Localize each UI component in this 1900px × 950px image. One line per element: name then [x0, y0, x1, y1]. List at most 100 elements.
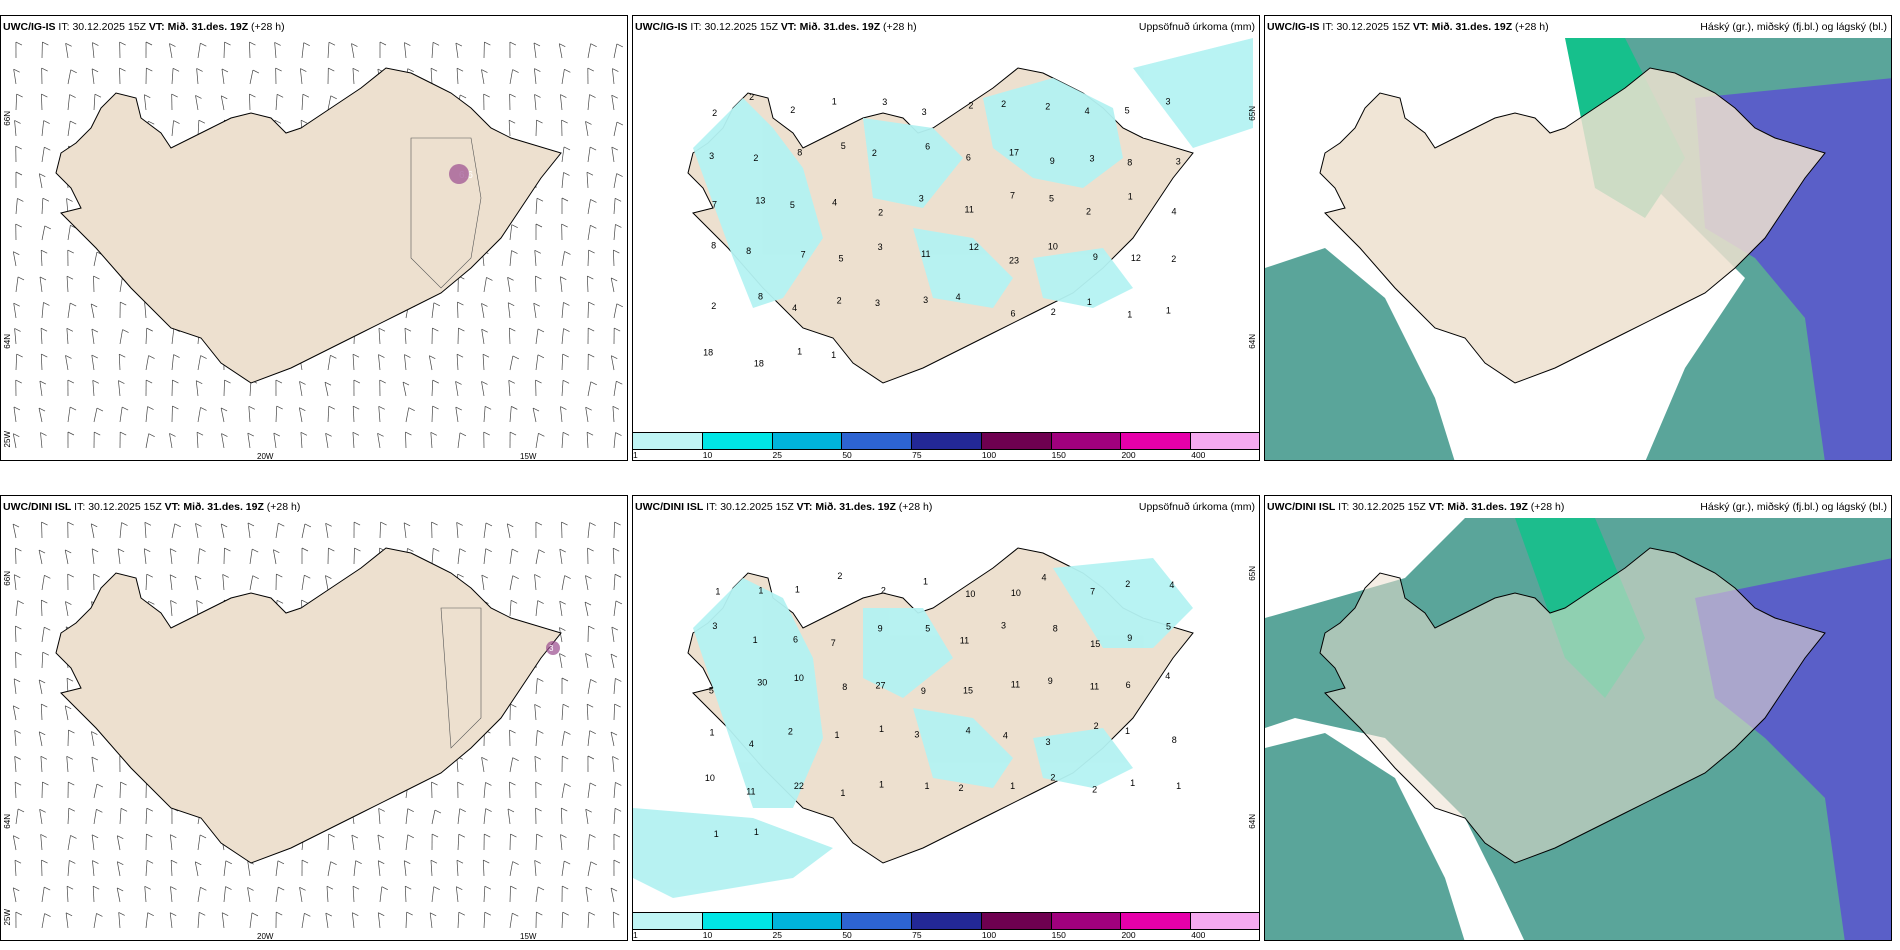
wind-barb-flag: [301, 599, 308, 604]
wind-barb: [169, 574, 173, 591]
wind-barb-flag: [378, 912, 385, 917]
wind-barb: [559, 601, 563, 617]
wind-barb-flag: [275, 67, 282, 72]
wind-barb-flag: [17, 276, 25, 281]
wind-barb-flag: [588, 911, 596, 916]
precip-value: 8: [758, 292, 763, 302]
wind-barb-flag: [44, 626, 51, 631]
wind-barb: [170, 886, 173, 903]
high-cloud-area: [1265, 733, 1465, 940]
wind-barb: [509, 250, 512, 267]
wind-barb: [299, 68, 303, 85]
wind-barb-flag: [44, 886, 51, 891]
wind-barb: [586, 704, 589, 721]
wind-barb-flag: [537, 328, 545, 333]
wind-barb-flag: [276, 405, 283, 410]
wind-barb: [613, 600, 617, 617]
cloud-map: [1265, 518, 1891, 940]
lat-label: 66N: [3, 111, 12, 126]
wind-barb: [404, 42, 407, 59]
precip-value: 13: [755, 196, 765, 206]
wind-barb-flag: [299, 887, 306, 891]
wind-barb-flag: [534, 68, 541, 72]
wind-barb-flag: [614, 521, 621, 526]
wind-barb: [119, 329, 123, 345]
wind-barb: [378, 328, 381, 345]
wind-barb: [67, 303, 71, 319]
wind-barb-flag: [301, 859, 309, 864]
wind-barb: [118, 380, 121, 397]
colorbar-swatch: [772, 433, 843, 449]
precip-value: 2: [959, 783, 964, 793]
wind-barb-flag: [406, 911, 413, 916]
wind-barb: [15, 198, 18, 215]
wind-barb: [91, 731, 95, 747]
precip-value: 6: [1126, 680, 1131, 690]
wind-barb-flag: [483, 859, 490, 864]
wind-barb: [14, 626, 17, 643]
wind-barb-flag: [351, 834, 359, 839]
wind-barb: [377, 834, 381, 851]
wind-barb: [483, 808, 486, 825]
precip-value: 1: [840, 788, 845, 798]
wind-barb: [119, 277, 123, 293]
wind-barb: [509, 757, 514, 773]
wind-barb: [12, 523, 17, 539]
precip-value: 1: [923, 576, 928, 586]
wind-barb-flag: [38, 549, 46, 554]
wind-barb-flag: [534, 250, 541, 254]
wind-barb: [535, 198, 538, 215]
value-label: 3: [549, 644, 554, 653]
wind-barb: [90, 303, 95, 319]
wind-barb: [40, 328, 43, 345]
wind-barb: [533, 42, 537, 59]
wind-barb: [91, 756, 95, 773]
wind-barb: [587, 861, 592, 877]
wind-barb-flag: [563, 302, 570, 306]
wind-barb-flag: [14, 781, 22, 786]
wind-barb: [38, 549, 43, 565]
wind-barb-flag: [589, 730, 596, 735]
wind-barb-flag: [615, 600, 623, 605]
wind-barb-flag: [482, 353, 490, 358]
wind-barb-flag: [13, 302, 20, 307]
wind-barb: [325, 913, 329, 929]
wind-barb: [558, 43, 563, 59]
wind-barb-flag: [247, 522, 255, 527]
wind-barb-flag: [538, 549, 545, 554]
wind-barb: [249, 575, 254, 591]
wind-barb-flag: [91, 548, 99, 553]
wind-barb-flag: [171, 93, 178, 98]
wind-barb: [456, 860, 459, 877]
panel-title: Uppsöfnuð úrkoma (mm): [1138, 501, 1255, 513]
wind-barb-flag: [535, 807, 542, 812]
precip-value: 1: [1176, 781, 1181, 791]
wind-barb-flag: [299, 381, 306, 385]
precip-value: 1: [831, 350, 836, 360]
precip-value: 17: [1009, 147, 1019, 157]
wind-barb-flag: [146, 573, 153, 578]
wind-barb-flag: [378, 860, 385, 865]
wind-barb-flag: [561, 223, 568, 228]
wind-barb: [118, 354, 121, 371]
wind-barb: [92, 380, 95, 397]
wind-barb: [325, 433, 329, 449]
colorbar-label: 100: [981, 450, 997, 460]
wind-barb: [67, 94, 70, 111]
wind-barb-flag: [404, 327, 412, 332]
precip-value: 9: [878, 624, 883, 634]
wind-barb-flag: [39, 173, 46, 178]
colorbar-swatch: [702, 913, 773, 929]
wind-barb: [352, 354, 355, 371]
precip-value: 8: [842, 682, 847, 692]
wind-barb-flag: [148, 355, 155, 359]
wind-barb-flag: [534, 860, 541, 864]
wind-barb: [223, 42, 225, 59]
wind-barb: [221, 433, 225, 449]
colorbar-label: 50: [842, 930, 852, 940]
wind-barb: [404, 354, 407, 371]
wind-barb-flag: [15, 171, 23, 176]
colorbar-labels: 1 10 25 50 75 100 150 200 400: [633, 930, 1259, 940]
iceland-land: [55, 67, 562, 384]
wind-barb: [197, 120, 200, 137]
